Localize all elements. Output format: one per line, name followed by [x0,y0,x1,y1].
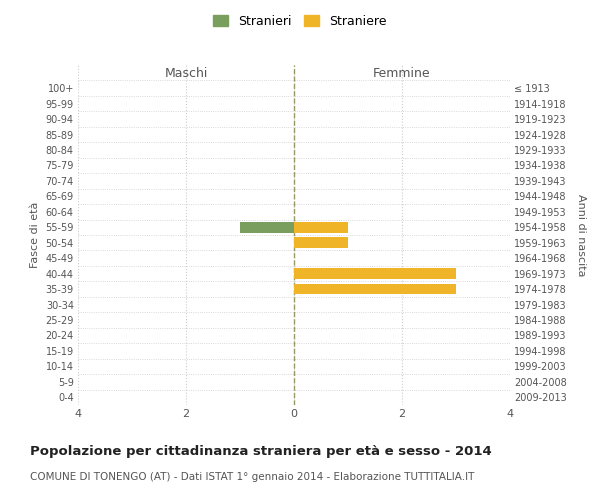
Text: Popolazione per cittadinanza straniera per età e sesso - 2014: Popolazione per cittadinanza straniera p… [30,445,492,458]
Bar [294,222,348,232]
Bar [240,222,294,232]
Bar [294,284,456,294]
Text: COMUNE DI TONENGO (AT) - Dati ISTAT 1° gennaio 2014 - Elaborazione TUTTITALIA.IT: COMUNE DI TONENGO (AT) - Dati ISTAT 1° g… [30,472,475,482]
Y-axis label: Anni di nascita: Anni di nascita [577,194,586,276]
Legend: Stranieri, Straniere: Stranieri, Straniere [209,11,391,32]
Text: Femmine: Femmine [373,68,431,80]
Y-axis label: Fasce di età: Fasce di età [30,202,40,268]
Bar [294,238,348,248]
Bar [294,268,456,279]
Text: Maschi: Maschi [164,68,208,80]
